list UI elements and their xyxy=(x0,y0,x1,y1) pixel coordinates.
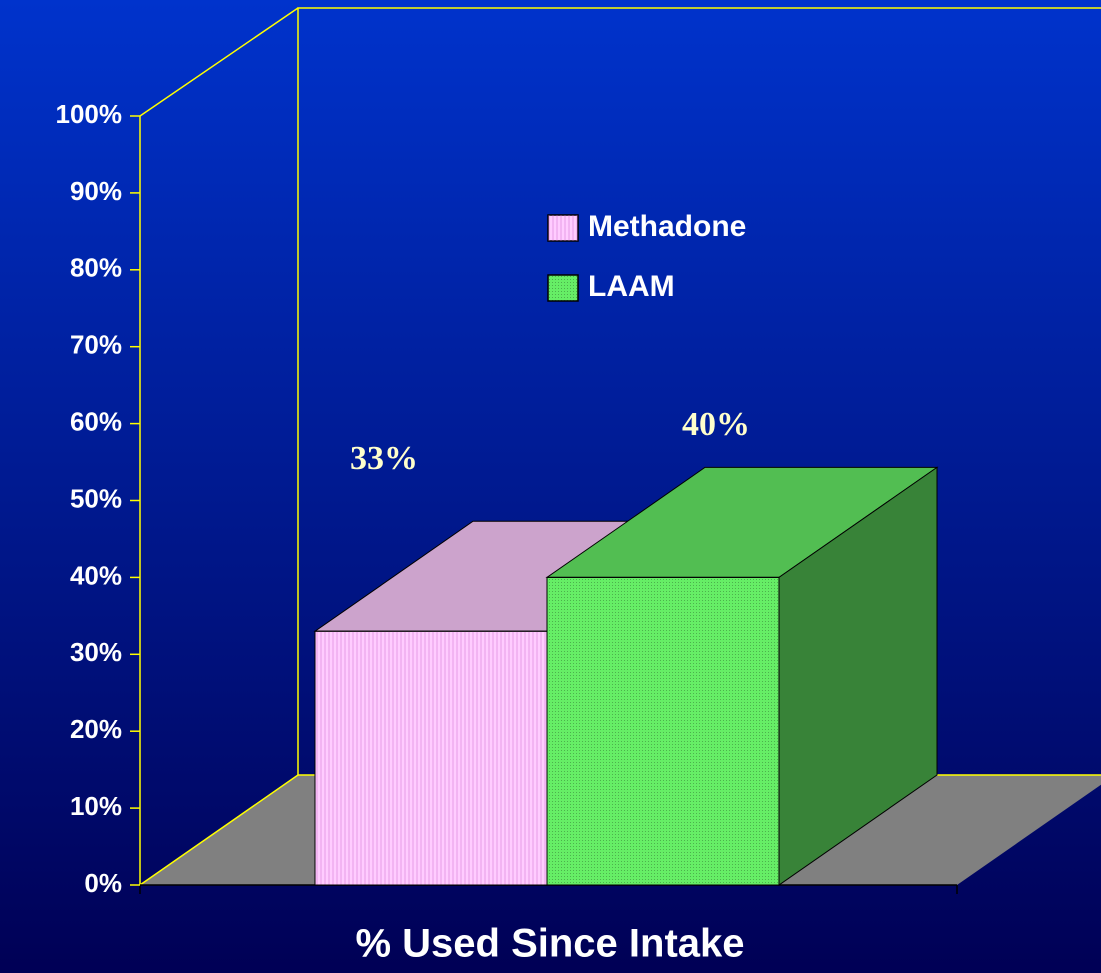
y-tick-label: 40% xyxy=(70,560,122,590)
y-tick-label: 10% xyxy=(70,791,122,821)
y-tick-label: 100% xyxy=(56,99,123,129)
legend-swatch-pattern xyxy=(548,215,578,241)
y-tick-label: 0% xyxy=(84,868,122,898)
y-tick-label: 80% xyxy=(70,253,122,283)
legend-swatch-pattern xyxy=(548,275,578,301)
value-label: 33% xyxy=(350,440,418,477)
y-tick-label: 50% xyxy=(70,483,122,513)
bar-face xyxy=(546,576,780,886)
bar xyxy=(545,466,939,886)
x-axis-label: % Used Since Intake xyxy=(355,922,744,966)
y-tick-label: 70% xyxy=(70,330,122,360)
bar-face xyxy=(314,630,548,886)
value-label: 40% xyxy=(682,406,750,443)
legend-label: Methadone xyxy=(588,210,746,243)
y-tick-label: 90% xyxy=(70,176,122,206)
y-tick-label: 60% xyxy=(70,406,122,436)
y-tick-label: 30% xyxy=(70,637,122,667)
y-tick-label: 20% xyxy=(70,714,122,744)
legend-label: LAAM xyxy=(588,270,675,303)
